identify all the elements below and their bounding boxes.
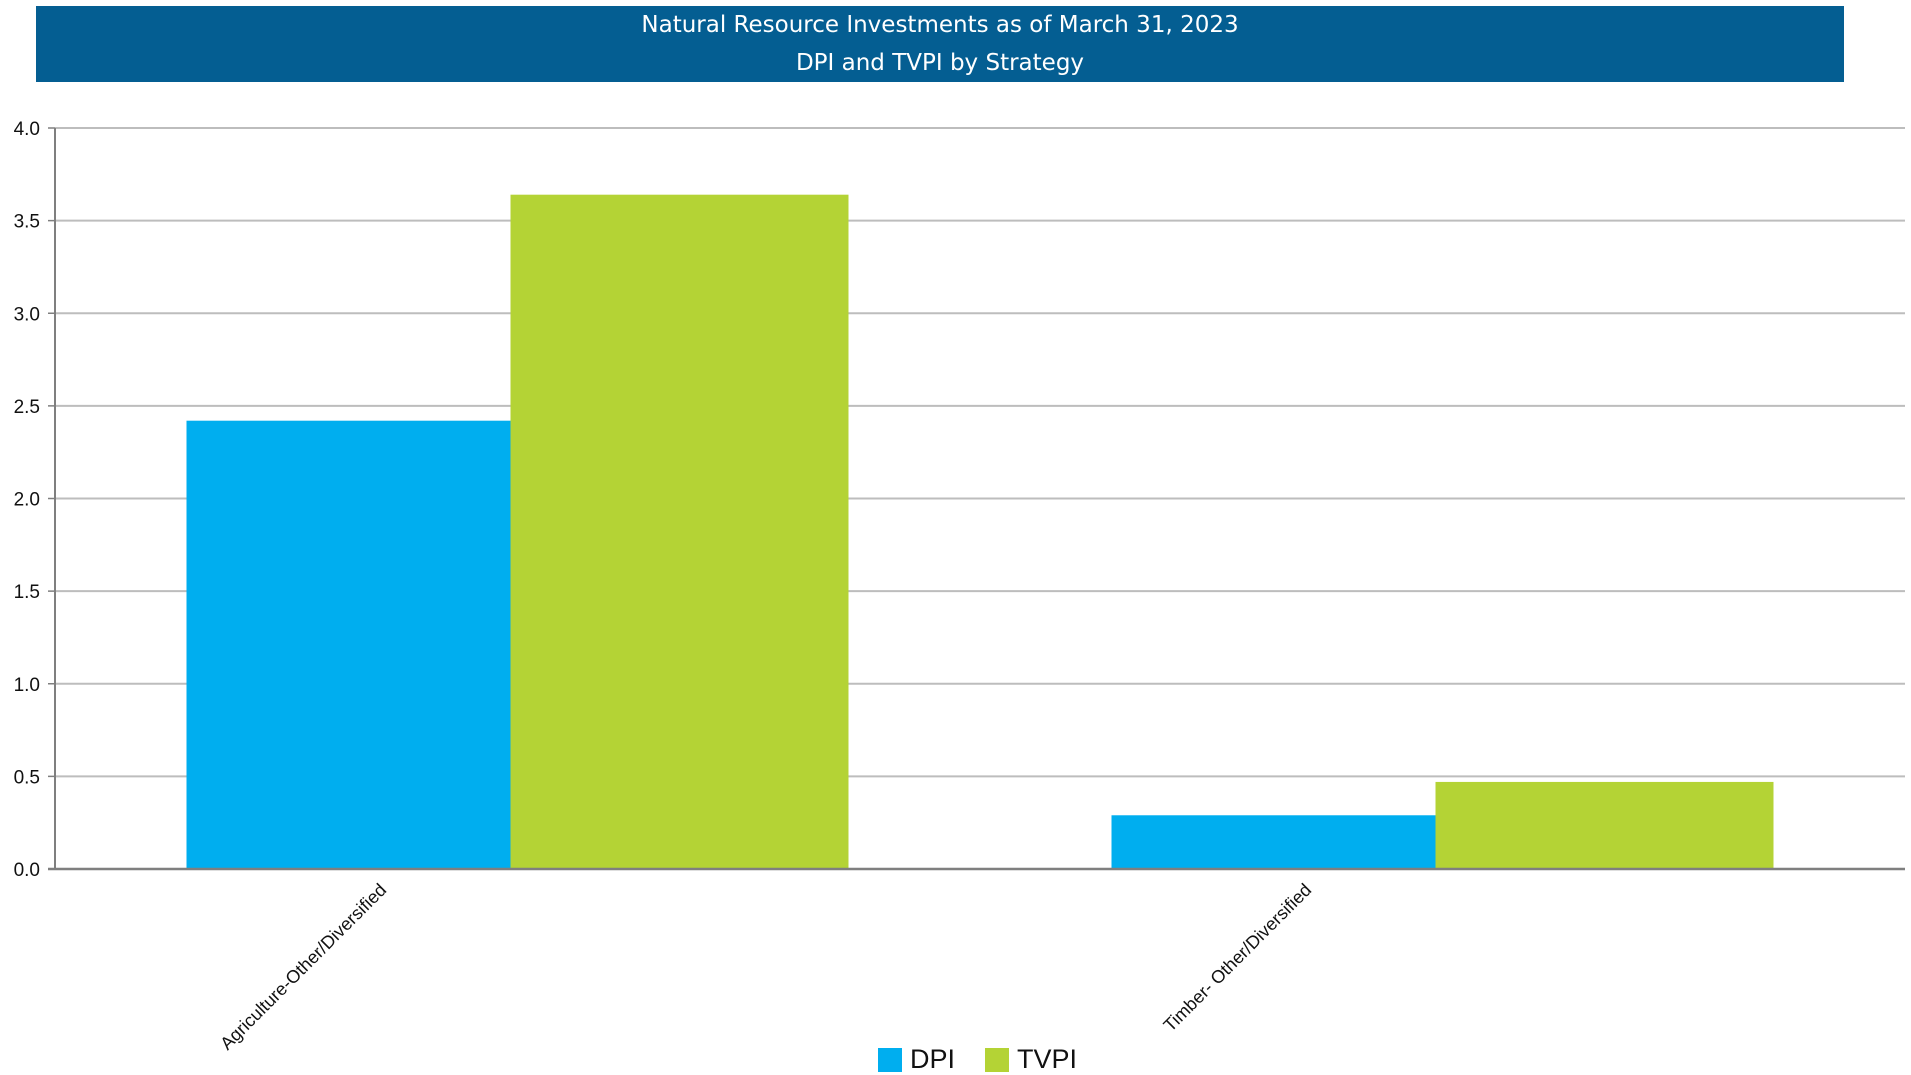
bar-dpi-2 — [1111, 815, 1436, 869]
y-tick-label: 2.0 — [14, 490, 40, 511]
bar-tvpi-2 — [1435, 781, 1774, 869]
x-category-label: Timber- Other/Diversified — [1159, 880, 1315, 1036]
y-tick-label: 3.5 — [14, 212, 40, 233]
legend-swatch-tvpi — [985, 1047, 1010, 1072]
y-tick-label: 3.0 — [14, 304, 40, 325]
x-category-label: Agriculture-Other/Diversified — [216, 880, 390, 1054]
y-tick-label: 1.0 — [14, 675, 40, 696]
chart-subtitle: DPI and TVPI by Strategy — [795, 50, 1085, 76]
legend-label-dpi: DPI — [910, 1044, 956, 1074]
y-tick-label: 2.5 — [14, 397, 40, 418]
bar-dpi-1 — [186, 420, 511, 869]
legend-label-tvpi: TVPI — [1017, 1044, 1078, 1074]
y-tick-label: 4.0 — [14, 119, 40, 140]
y-tick-label: 0.5 — [14, 767, 40, 788]
legend: DPI TVPI — [878, 1044, 1107, 1075]
legend-swatch-dpi — [878, 1047, 902, 1072]
y-tick-label: 1.5 — [14, 582, 40, 603]
chart-title: Natural Resource Investments as of March… — [641, 12, 1239, 38]
legend-item-tvpi: TVPI — [985, 1044, 1077, 1075]
legend-item-dpi: DPI — [878, 1044, 955, 1075]
bar-tvpi-1 — [510, 194, 849, 869]
chart-title-banner: Natural Resource Investments as of March… — [36, 6, 1844, 82]
y-tick-label: 0.0 — [14, 860, 40, 881]
